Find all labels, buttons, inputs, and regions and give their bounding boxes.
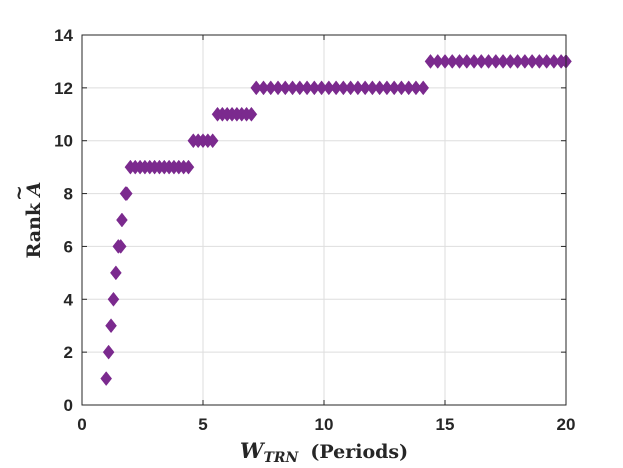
data-point-diamond <box>102 344 115 360</box>
data-point-diamond <box>114 239 127 254</box>
x-tick-label: 15 <box>436 415 455 434</box>
data-point-diamond <box>182 159 195 175</box>
y-tick-label: 8 <box>64 185 73 204</box>
data-point-diamond <box>105 318 117 334</box>
x-axis-label: WTRN (Periods) <box>240 438 408 466</box>
y-tick-label: 6 <box>64 237 73 256</box>
y-tick-labels: 0 2 4 6 8 10 12 14 <box>54 26 73 415</box>
y-tick-label: 10 <box>54 132 73 151</box>
svg-text:Rank A: Rank A <box>23 182 45 259</box>
y-tick-label: 2 <box>64 343 73 362</box>
y-axis-label-accent: ~ <box>8 185 30 201</box>
data-point-diamond <box>116 212 128 228</box>
x-tick-label: 20 <box>557 415 576 434</box>
x-axis-label-suffix: (Periods) <box>310 441 408 463</box>
x-tick-label: 5 <box>198 415 207 434</box>
x-tick-label: 0 <box>77 415 86 434</box>
y-tick-label: 4 <box>64 290 74 309</box>
data-point-diamond <box>245 106 258 122</box>
data-point-diamond <box>417 80 430 96</box>
x-tick-label: 10 <box>315 415 334 434</box>
data-point-diamond <box>110 265 122 281</box>
data-point-diamond <box>100 371 113 386</box>
axis-ticks <box>81 34 567 406</box>
y-tick-label: 0 <box>64 396 73 415</box>
x-axis-label-subscript: TRN <box>264 450 300 466</box>
y-axis-label: Rank A ~ <box>8 182 45 259</box>
y-tick-label: 12 <box>54 79 73 98</box>
data-point-diamond <box>120 186 133 201</box>
data-point-diamond <box>107 291 120 307</box>
y-tick-label: 14 <box>54 26 73 45</box>
grid-lines <box>82 35 566 405</box>
data-markers <box>100 54 572 386</box>
data-point-diamond <box>206 133 219 149</box>
x-axis-label-main: W <box>240 438 266 463</box>
y-axis-label-prefix: Rank <box>23 196 45 258</box>
y-axis-label-symbol: A <box>23 182 45 199</box>
x-tick-labels: 0 5 10 15 20 <box>77 415 575 434</box>
